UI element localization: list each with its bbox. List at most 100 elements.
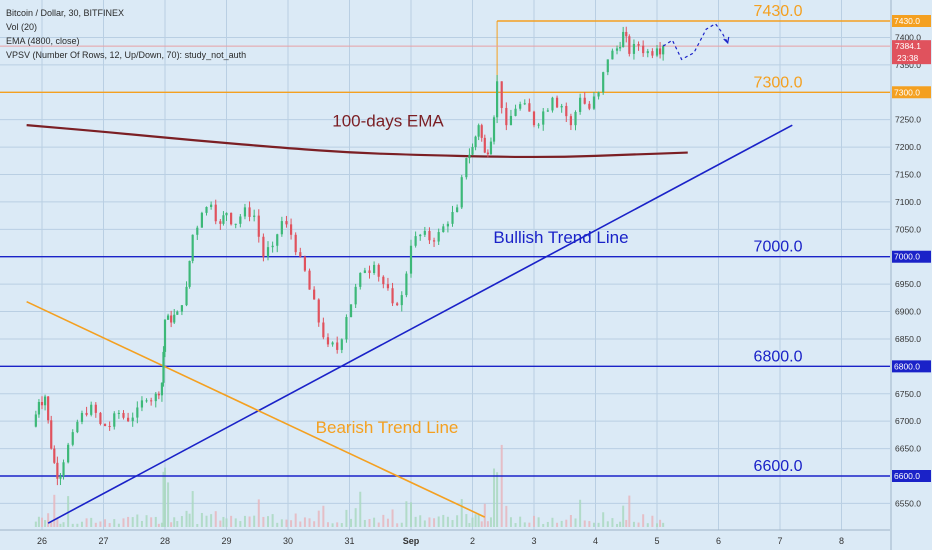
volume-bar (442, 514, 445, 527)
volume-bar (632, 521, 635, 527)
time-tick-label: Sep (403, 536, 420, 546)
volume-bar (113, 519, 116, 527)
candle-body (219, 221, 222, 224)
volume-bar (662, 522, 665, 527)
price-tick-label: 7150.0 (895, 169, 921, 179)
volume-bar (616, 523, 619, 527)
candle-body (127, 417, 130, 422)
candle-body (569, 116, 572, 126)
price-tick-label: 6900.0 (895, 307, 921, 317)
candle-body (419, 234, 422, 237)
volume-bar (219, 520, 222, 527)
volume-bar (560, 520, 563, 527)
volume-bar (44, 520, 47, 527)
volume-bar (234, 518, 237, 527)
candle-body (67, 444, 70, 463)
volume-bar (659, 519, 662, 527)
candle-body (47, 396, 50, 421)
candle-body (176, 311, 179, 315)
volume-bar (368, 518, 371, 527)
volume-bar (637, 522, 640, 527)
volume-bar (162, 471, 165, 527)
volume-bar (396, 523, 399, 527)
candle-body (43, 396, 47, 406)
candle-body (243, 207, 247, 217)
candle-body (377, 264, 380, 277)
volume-bar (579, 499, 582, 527)
volume-bar (542, 523, 545, 527)
volume-bar (122, 518, 125, 527)
candle-body (437, 232, 440, 242)
vol-legend[interactable]: Vol (20) (6, 22, 38, 32)
candle-body (542, 111, 545, 125)
volume-bar (85, 518, 88, 527)
time-tick-label: 28 (160, 536, 170, 546)
price-tick-label: 6850.0 (895, 334, 921, 344)
volume-bar (646, 523, 649, 527)
candle-body (359, 272, 362, 287)
candle-body (651, 51, 654, 56)
vpsv-legend[interactable]: VPSV (Number Of Rows, 12, Up/Down, 70): … (6, 50, 247, 60)
volume-bar (290, 520, 293, 527)
price-tick-label: 7100.0 (895, 197, 921, 207)
candle-body (257, 215, 260, 237)
time-tick-label: 29 (221, 536, 231, 546)
volume-bar (191, 491, 194, 527)
volume-bar (556, 522, 559, 527)
volume-bar (446, 516, 449, 527)
candle-body (405, 273, 408, 296)
candle-body (468, 154, 471, 159)
volume-bar (428, 517, 431, 527)
candle-body (489, 141, 493, 155)
level-label: 7000.0 (754, 239, 803, 256)
candle-body (99, 412, 102, 424)
candle-body (583, 97, 586, 104)
candle-body (131, 417, 134, 422)
ema-legend[interactable]: EMA (4800, close) (6, 36, 80, 46)
volume-bar (336, 522, 339, 527)
volume-bar (76, 523, 79, 527)
candle-body (113, 413, 116, 427)
level-tag (892, 250, 931, 263)
projection-layer (662, 22, 730, 61)
candle-body (386, 284, 390, 289)
symbol-legend[interactable]: Bitcoin / Dollar, 30, BITFINEX (6, 8, 125, 18)
candle-body (500, 81, 503, 108)
time-axis: 26 27 28 29 30 31 Sep 2 3 4 5 6 7 8 (0, 529, 890, 550)
candle-body (154, 393, 157, 402)
volume-bar (317, 510, 320, 527)
time-tick-label: 30 (283, 536, 293, 546)
level-label: 7430.0 (754, 3, 803, 20)
volume-bar (117, 523, 120, 527)
volume-bar (185, 510, 188, 527)
candle-body (474, 136, 477, 148)
candle-body (480, 125, 483, 138)
ema-line (26, 124, 688, 159)
bearish-trend-label: Bearish Trend Line (316, 418, 459, 437)
volume-bar (173, 517, 176, 527)
candle-body (294, 234, 297, 253)
candle-body (145, 400, 148, 402)
volume-bar (262, 516, 265, 527)
candle-body (592, 96, 596, 109)
volume-bar (628, 495, 631, 527)
candle-body (266, 247, 270, 257)
candle-body (253, 215, 256, 217)
volume-bar (59, 523, 62, 527)
volume-bar (299, 521, 302, 527)
time-tick-label: 4 (593, 536, 598, 546)
level-tag-label: 6600.0 (894, 471, 920, 481)
candle-body (456, 207, 459, 212)
price-tick-label: 7250.0 (895, 115, 921, 125)
volume-bar (47, 513, 50, 527)
candle-body (546, 110, 549, 112)
candle-body (373, 264, 376, 273)
bullish-trend-label: Bullish Trend Line (493, 228, 628, 247)
volume-bar (354, 508, 357, 527)
volume-bar (546, 521, 549, 527)
volume-bar (583, 520, 586, 527)
volume-bar (50, 522, 53, 527)
volume-bar (651, 515, 654, 527)
volume-bar (167, 482, 170, 527)
